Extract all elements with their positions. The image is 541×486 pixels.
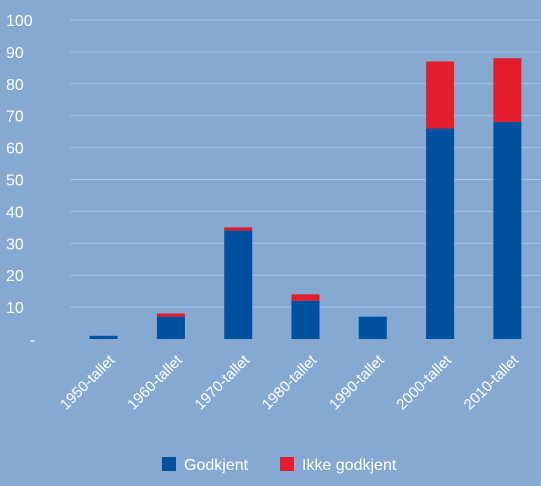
y-tick-label: 10 (6, 300, 24, 317)
y-tick-label: 100 (6, 13, 33, 30)
y-tick-label: 80 (6, 77, 24, 94)
y-tick-label: 60 (6, 141, 24, 158)
legend-label: Godkjent (184, 457, 249, 474)
y-tick-label: - (30, 332, 35, 349)
legend-swatch (162, 457, 176, 471)
y-axis-ticks: -10 20 30 40 50 60 70 80 90 100 (6, 13, 35, 349)
bar-segment (493, 58, 522, 123)
bar-segment (291, 300, 320, 339)
bar-segment (224, 230, 253, 339)
legend-swatch (280, 457, 294, 471)
bar-segment (426, 128, 455, 339)
bar-segment (156, 313, 185, 317)
y-tick-label: 30 (6, 236, 24, 253)
bar-segment (224, 227, 253, 231)
bars (89, 58, 522, 339)
bar-segment (156, 316, 185, 339)
y-tick-label: 40 (6, 204, 24, 221)
y-tick-label: 20 (6, 268, 24, 285)
legend: Godkjent Ikke godkjent (162, 457, 397, 474)
bar-segment (426, 61, 455, 129)
bar-segment (358, 316, 387, 339)
bar-segment (493, 122, 522, 339)
legend-label: Ikke godkjent (302, 457, 397, 474)
y-tick-label: 90 (6, 45, 24, 62)
bar-segment (89, 335, 118, 339)
bar-segment (291, 294, 320, 301)
y-tick-label: 70 (6, 109, 24, 126)
y-tick-label: 50 (6, 173, 24, 190)
gridlines (70, 19, 541, 308)
